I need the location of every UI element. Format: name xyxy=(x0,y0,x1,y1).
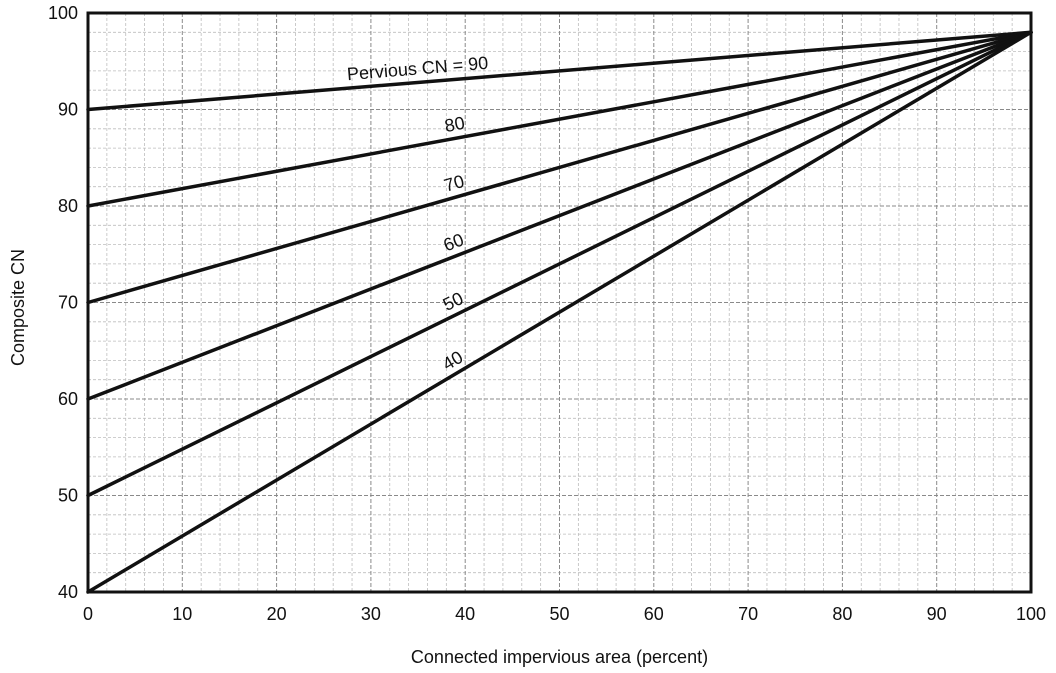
x-tick-label: 30 xyxy=(361,604,381,624)
x-axis-title: Connected impervious area (percent) xyxy=(411,647,708,667)
series-lines xyxy=(86,30,1033,594)
x-tick-label: 90 xyxy=(927,604,947,624)
x-tick-label: 70 xyxy=(738,604,758,624)
x-tick-label: 80 xyxy=(832,604,852,624)
y-tick-label: 70 xyxy=(58,293,78,313)
series-line-cn-90 xyxy=(86,30,1033,112)
x-tick-label: 60 xyxy=(644,604,664,624)
curve-label-cn-70: 70 xyxy=(442,171,467,196)
x-tick-label: 40 xyxy=(455,604,475,624)
plot-frame xyxy=(86,11,1033,594)
x-tick-label: 50 xyxy=(549,604,569,624)
x-axis-ticks: 0 10 20 30 40 50 60 70 80 90 100 xyxy=(83,604,1046,624)
y-tick-label: 100 xyxy=(48,3,78,23)
y-tick-label: 50 xyxy=(58,486,78,506)
x-tick-label: 10 xyxy=(172,604,192,624)
y-tick-label: 90 xyxy=(58,100,78,120)
y-tick-label: 80 xyxy=(58,196,78,216)
series-line-cn-50 xyxy=(86,30,1033,498)
series-line-cn-80 xyxy=(86,30,1033,208)
y-tick-label: 60 xyxy=(58,389,78,409)
series-line-cn-70 xyxy=(86,30,1033,305)
y-axis-ticks: 40 50 60 70 80 90 100 xyxy=(48,3,78,602)
x-tick-label: 20 xyxy=(267,604,287,624)
curve-label-cn-80: 80 xyxy=(443,113,466,136)
x-tick-label: 100 xyxy=(1016,604,1046,624)
y-axis-title: Composite CN xyxy=(8,249,28,366)
series-line-cn-40 xyxy=(86,30,1033,594)
y-tick-label: 40 xyxy=(58,582,78,602)
series-line-cn-60 xyxy=(86,30,1033,401)
x-tick-label: 0 xyxy=(83,604,93,624)
